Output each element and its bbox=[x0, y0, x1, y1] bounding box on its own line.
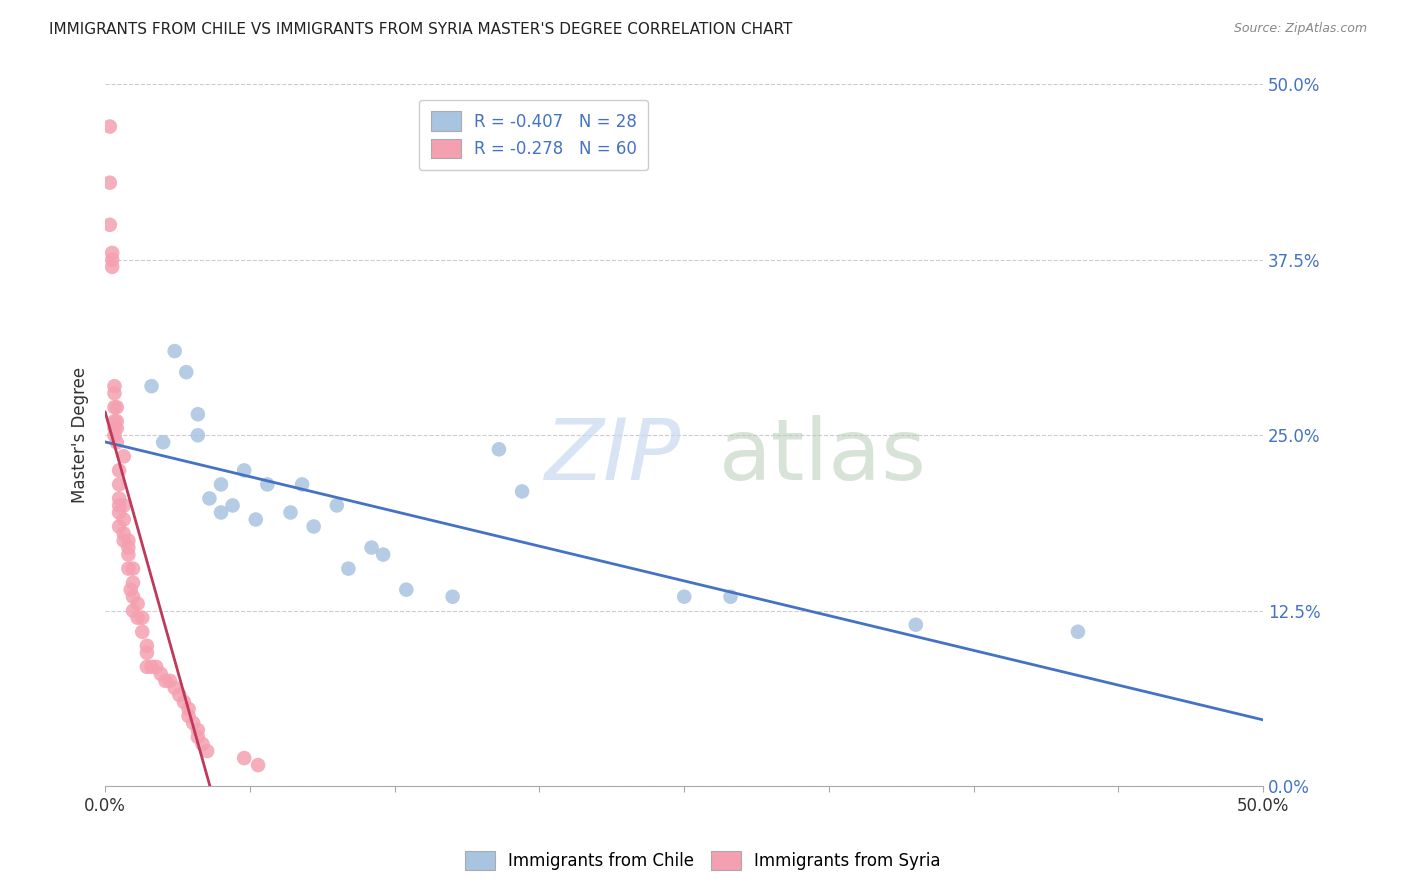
Point bbox=[488, 442, 510, 457]
Point bbox=[135, 639, 157, 653]
Point bbox=[360, 541, 382, 555]
Point bbox=[177, 709, 200, 723]
Point bbox=[108, 506, 131, 520]
Point bbox=[904, 617, 927, 632]
Point bbox=[112, 499, 135, 513]
Point bbox=[103, 386, 125, 401]
Point bbox=[187, 730, 209, 744]
Point bbox=[173, 695, 195, 709]
Point bbox=[105, 435, 128, 450]
Point bbox=[105, 414, 128, 428]
Point bbox=[149, 666, 172, 681]
Point bbox=[159, 673, 181, 688]
Point bbox=[117, 533, 139, 548]
Point bbox=[163, 681, 186, 695]
Point bbox=[169, 688, 191, 702]
Point bbox=[112, 533, 135, 548]
Point bbox=[233, 751, 256, 765]
Point bbox=[101, 245, 124, 260]
Point bbox=[135, 646, 157, 660]
Point bbox=[198, 491, 221, 506]
Point bbox=[108, 491, 131, 506]
Text: ZIP: ZIP bbox=[546, 415, 682, 498]
Point bbox=[101, 252, 124, 267]
Point bbox=[155, 673, 177, 688]
Point bbox=[103, 379, 125, 393]
Point bbox=[117, 548, 139, 562]
Point bbox=[1067, 624, 1090, 639]
Legend: Immigrants from Chile, Immigrants from Syria: Immigrants from Chile, Immigrants from S… bbox=[458, 844, 948, 877]
Point bbox=[122, 590, 145, 604]
Point bbox=[101, 260, 124, 274]
Point bbox=[131, 611, 153, 625]
Point bbox=[441, 590, 464, 604]
Point bbox=[112, 450, 135, 464]
Point bbox=[174, 365, 197, 379]
Point bbox=[291, 477, 314, 491]
Point bbox=[108, 477, 131, 491]
Point bbox=[105, 421, 128, 435]
Point bbox=[122, 561, 145, 575]
Point bbox=[245, 512, 267, 526]
Point bbox=[112, 512, 135, 526]
Point bbox=[98, 120, 121, 134]
Point bbox=[187, 407, 209, 421]
Y-axis label: Master's Degree: Master's Degree bbox=[72, 368, 89, 503]
Point bbox=[395, 582, 418, 597]
Point bbox=[280, 506, 302, 520]
Point bbox=[127, 611, 149, 625]
Point bbox=[209, 477, 232, 491]
Point bbox=[163, 344, 186, 359]
Text: Source: ZipAtlas.com: Source: ZipAtlas.com bbox=[1233, 22, 1367, 36]
Legend: R = -0.407   N = 28, R = -0.278   N = 60: R = -0.407 N = 28, R = -0.278 N = 60 bbox=[419, 100, 648, 170]
Point bbox=[103, 414, 125, 428]
Point bbox=[103, 401, 125, 415]
Point bbox=[120, 582, 142, 597]
Point bbox=[326, 499, 349, 513]
Point bbox=[112, 526, 135, 541]
Point bbox=[117, 561, 139, 575]
Point bbox=[122, 604, 145, 618]
Point bbox=[117, 541, 139, 555]
Point bbox=[187, 428, 209, 442]
Point bbox=[141, 660, 163, 674]
Point bbox=[187, 723, 209, 737]
Point bbox=[256, 477, 278, 491]
Point bbox=[131, 624, 153, 639]
Point bbox=[510, 484, 533, 499]
Point bbox=[247, 758, 270, 772]
Point bbox=[209, 506, 232, 520]
Point bbox=[720, 590, 742, 604]
Point bbox=[673, 590, 696, 604]
Point bbox=[108, 519, 131, 533]
Point bbox=[371, 548, 394, 562]
Text: atlas: atlas bbox=[718, 415, 927, 498]
Point bbox=[337, 561, 360, 575]
Point bbox=[122, 575, 145, 590]
Point bbox=[103, 428, 125, 442]
Text: IMMIGRANTS FROM CHILE VS IMMIGRANTS FROM SYRIA MASTER'S DEGREE CORRELATION CHART: IMMIGRANTS FROM CHILE VS IMMIGRANTS FROM… bbox=[49, 22, 793, 37]
Point bbox=[221, 499, 243, 513]
Point bbox=[145, 660, 167, 674]
Point bbox=[108, 463, 131, 477]
Point bbox=[181, 716, 204, 731]
Point bbox=[105, 401, 128, 415]
Point bbox=[152, 435, 174, 450]
Point bbox=[177, 702, 200, 716]
Point bbox=[191, 737, 214, 751]
Point bbox=[103, 421, 125, 435]
Point bbox=[233, 463, 256, 477]
Point bbox=[98, 218, 121, 232]
Point bbox=[127, 597, 149, 611]
Point bbox=[141, 379, 163, 393]
Point bbox=[98, 176, 121, 190]
Point bbox=[195, 744, 218, 758]
Point bbox=[135, 660, 157, 674]
Point bbox=[302, 519, 325, 533]
Point bbox=[108, 499, 131, 513]
